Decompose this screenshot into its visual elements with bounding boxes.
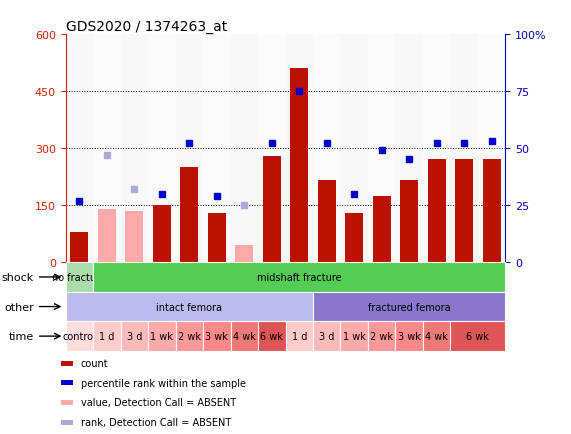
Bar (126, 211, 143, 263)
Bar (120, 35, 148, 263)
Text: 4 wk: 4 wk (425, 332, 448, 341)
Bar (340, 35, 368, 263)
Text: percentile rank within the sample: percentile rank within the sample (81, 378, 246, 388)
Bar (286, 35, 313, 263)
Text: no fracture: no fracture (53, 273, 106, 282)
Bar (423, 35, 451, 263)
Text: value, Detection Call = ABSENT: value, Detection Call = ABSENT (81, 398, 236, 408)
Text: other: other (5, 302, 34, 312)
Bar (203, 35, 231, 263)
Text: GDS2020 / 1374263_at: GDS2020 / 1374263_at (66, 20, 227, 34)
Text: time: time (9, 332, 34, 341)
Text: shock: shock (2, 273, 34, 282)
Text: 2 wk: 2 wk (178, 332, 201, 341)
Bar (478, 35, 505, 263)
Text: 4 wk: 4 wk (233, 332, 256, 341)
Text: midshaft fracture: midshaft fracture (257, 273, 341, 282)
Bar (61, 400, 73, 405)
Bar (373, 196, 391, 263)
Text: 3 wk: 3 wk (206, 332, 228, 341)
Bar (61, 420, 73, 425)
Text: 3 d: 3 d (127, 332, 142, 341)
Bar (176, 35, 203, 263)
Bar (395, 35, 423, 263)
Bar (66, 35, 93, 263)
Bar (180, 168, 198, 263)
Bar (313, 35, 340, 263)
Bar (368, 35, 395, 263)
Text: 3 wk: 3 wk (398, 332, 421, 341)
Bar (400, 181, 418, 263)
Text: 2 wk: 2 wk (370, 332, 393, 341)
Bar (318, 181, 336, 263)
Text: control: control (63, 332, 96, 341)
Bar (455, 160, 473, 263)
Bar (208, 213, 226, 263)
Bar (428, 160, 445, 263)
Text: rank, Detection Call = ABSENT: rank, Detection Call = ABSENT (81, 417, 231, 427)
Bar (258, 35, 286, 263)
Text: count: count (81, 358, 108, 368)
Bar (482, 160, 501, 263)
Bar (61, 361, 73, 366)
Bar (290, 69, 308, 263)
Bar (98, 209, 116, 263)
Bar (153, 206, 171, 263)
Bar (345, 213, 363, 263)
Bar (61, 381, 73, 385)
Text: 6 wk: 6 wk (260, 332, 283, 341)
Bar (235, 246, 253, 263)
Bar (263, 156, 281, 263)
Text: 1 wk: 1 wk (343, 332, 365, 341)
Bar (93, 35, 120, 263)
Text: intact femora: intact femora (156, 302, 222, 312)
Text: 1 d: 1 d (292, 332, 307, 341)
Bar (451, 35, 478, 263)
Bar (231, 35, 258, 263)
Bar (70, 232, 89, 263)
Text: fractured femora: fractured femora (368, 302, 451, 312)
Text: 1 d: 1 d (99, 332, 115, 341)
Text: 1 wk: 1 wk (150, 332, 173, 341)
Text: 3 d: 3 d (319, 332, 335, 341)
Text: 6 wk: 6 wk (467, 332, 489, 341)
Bar (148, 35, 176, 263)
